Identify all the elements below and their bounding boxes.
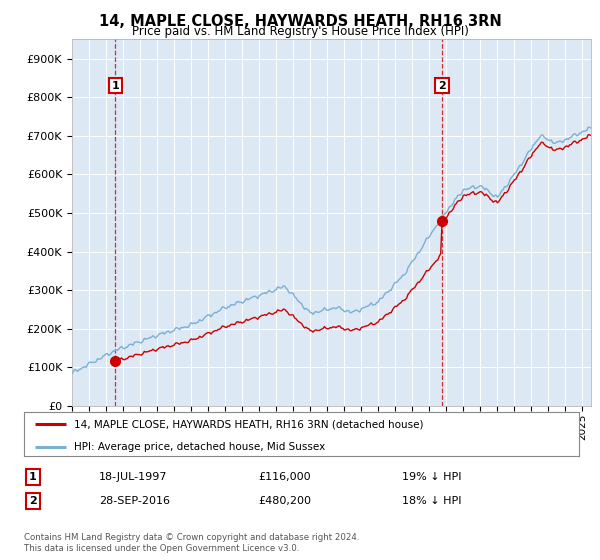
Text: £480,200: £480,200 bbox=[258, 496, 311, 506]
Text: 28-SEP-2016: 28-SEP-2016 bbox=[99, 496, 170, 506]
Text: 1: 1 bbox=[29, 472, 37, 482]
Text: Contains HM Land Registry data © Crown copyright and database right 2024.: Contains HM Land Registry data © Crown c… bbox=[24, 533, 359, 542]
Text: 19% ↓ HPI: 19% ↓ HPI bbox=[402, 472, 461, 482]
Text: 2: 2 bbox=[438, 81, 446, 91]
Text: £116,000: £116,000 bbox=[258, 472, 311, 482]
Text: 1: 1 bbox=[112, 81, 119, 91]
Text: HPI: Average price, detached house, Mid Sussex: HPI: Average price, detached house, Mid … bbox=[74, 441, 325, 451]
Text: 14, MAPLE CLOSE, HAYWARDS HEATH, RH16 3RN (detached house): 14, MAPLE CLOSE, HAYWARDS HEATH, RH16 3R… bbox=[74, 419, 424, 429]
Text: This data is licensed under the Open Government Licence v3.0.: This data is licensed under the Open Gov… bbox=[24, 544, 299, 553]
Text: Price paid vs. HM Land Registry's House Price Index (HPI): Price paid vs. HM Land Registry's House … bbox=[131, 25, 469, 38]
Text: 18% ↓ HPI: 18% ↓ HPI bbox=[402, 496, 461, 506]
Text: 2: 2 bbox=[29, 496, 37, 506]
Text: 18-JUL-1997: 18-JUL-1997 bbox=[99, 472, 167, 482]
Text: 14, MAPLE CLOSE, HAYWARDS HEATH, RH16 3RN: 14, MAPLE CLOSE, HAYWARDS HEATH, RH16 3R… bbox=[98, 14, 502, 29]
